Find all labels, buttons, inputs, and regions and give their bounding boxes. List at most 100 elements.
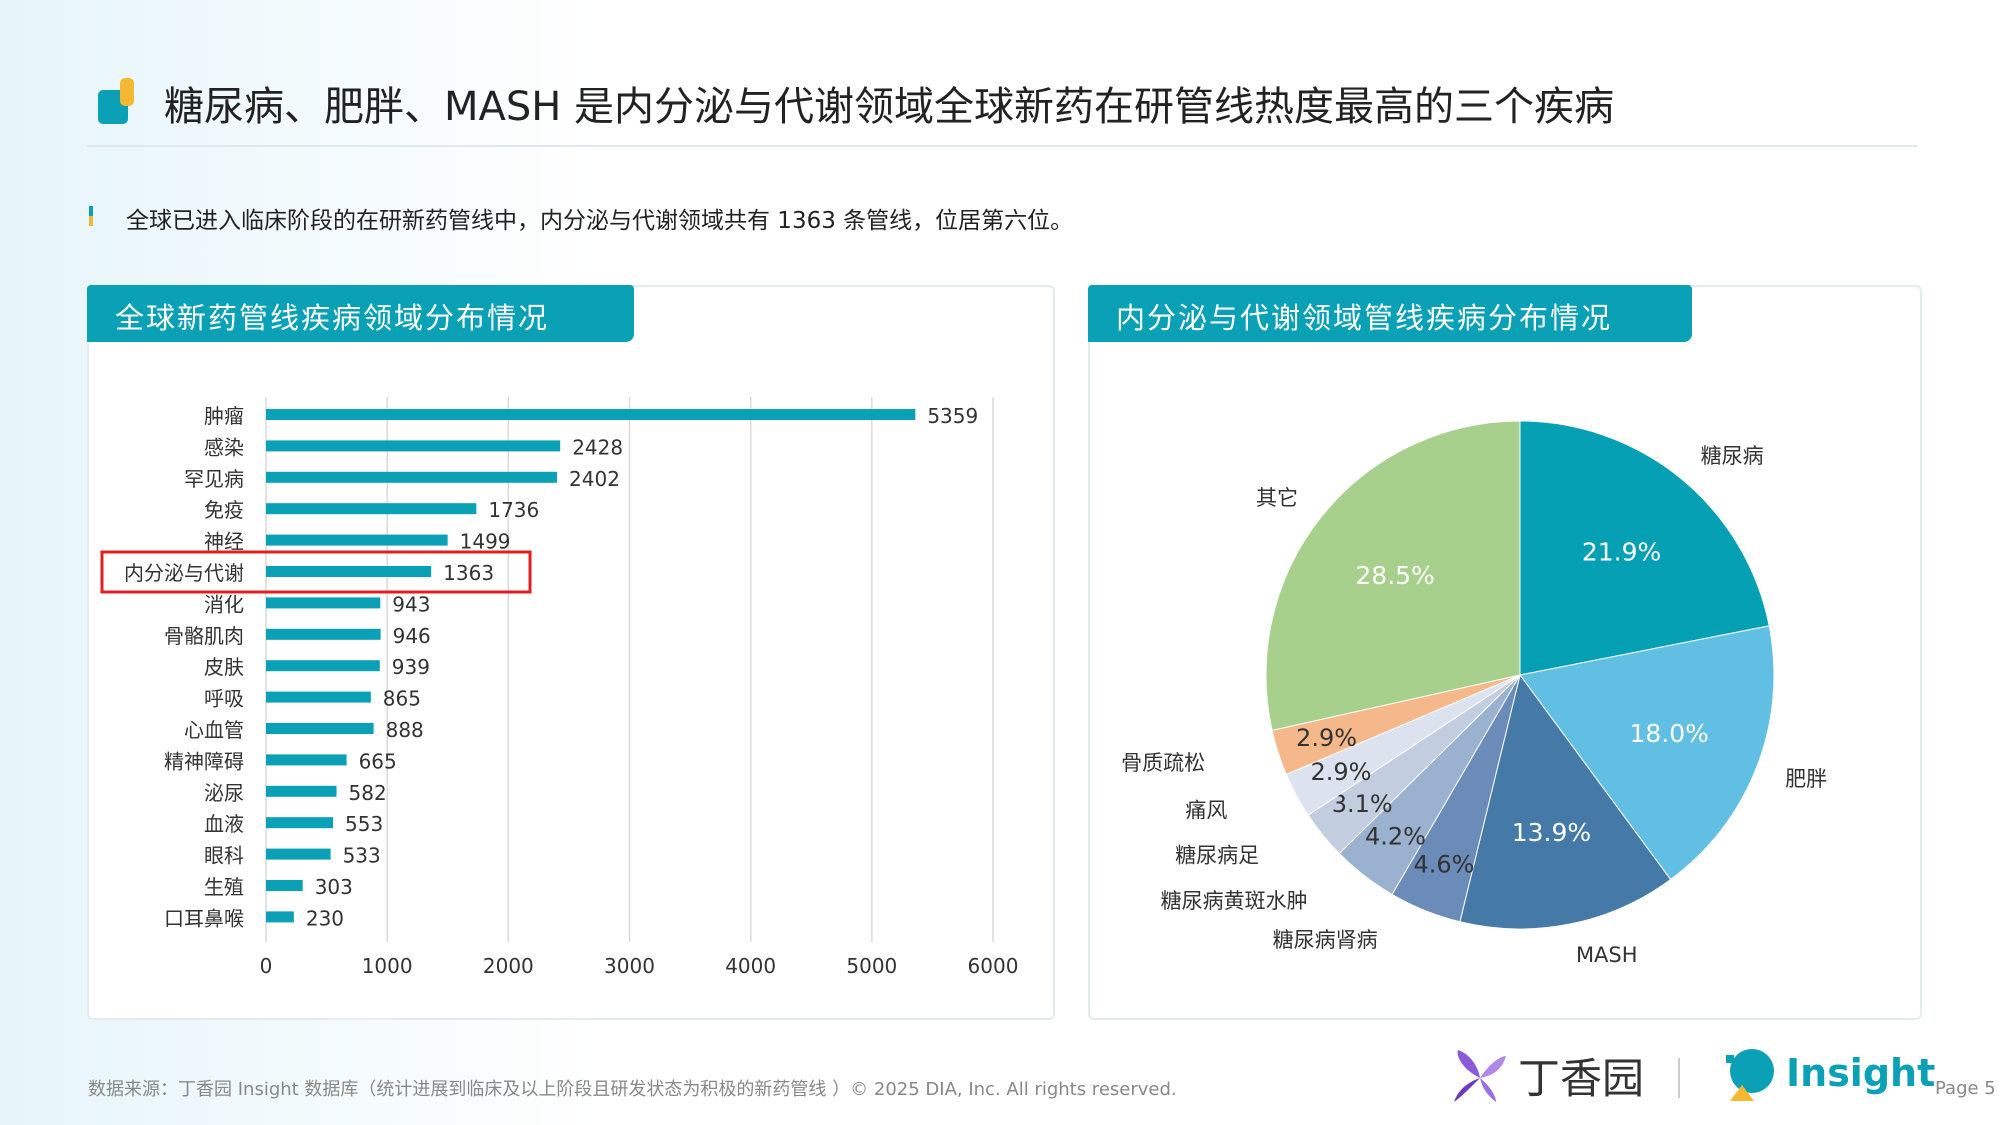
value-label: 582 bbox=[349, 781, 387, 805]
bar bbox=[266, 471, 558, 483]
slice-percent-label: 4.6% bbox=[1414, 850, 1475, 878]
x-tick-label: 5000 bbox=[846, 954, 897, 978]
x-tick-label: 6000 bbox=[968, 954, 1019, 978]
subtitle-marker bbox=[89, 206, 93, 226]
x-tick-label: 1000 bbox=[362, 954, 413, 978]
x-tick-label: 4000 bbox=[725, 954, 776, 978]
slice-name-label: 糖尿病 bbox=[1701, 444, 1764, 468]
lilac-flower-icon bbox=[1454, 1049, 1506, 1102]
bar bbox=[266, 848, 331, 860]
category-label: 免疫 bbox=[204, 498, 244, 522]
slice-name-label: 糖尿病足 bbox=[1175, 843, 1259, 867]
value-label: 2428 bbox=[572, 435, 623, 459]
value-label: 865 bbox=[383, 687, 421, 711]
category-label: 骨骼肌肉 bbox=[164, 624, 244, 648]
x-tick-label: 2000 bbox=[483, 954, 534, 978]
bar bbox=[266, 880, 303, 891]
value-label: 1499 bbox=[460, 530, 511, 554]
value-label: 533 bbox=[343, 844, 381, 868]
bar bbox=[266, 628, 381, 640]
slice-percent-label: 28.5% bbox=[1355, 561, 1434, 590]
source-note: 数据来源：丁香园 Insight 数据库（统计进展到临床及以上阶段且研发状态为积… bbox=[88, 1079, 1177, 1100]
brand2-text: Insight bbox=[1786, 1051, 1936, 1095]
value-label: 943 bbox=[392, 592, 430, 616]
value-label: 1736 bbox=[488, 498, 539, 522]
bar bbox=[266, 534, 448, 546]
title-logo-icon bbox=[98, 78, 134, 124]
value-label: 2402 bbox=[569, 467, 620, 491]
slice-name-label: 糖尿病黄斑水肿 bbox=[1161, 889, 1308, 913]
category-label: 肿瘤 bbox=[204, 404, 244, 428]
value-label: 888 bbox=[386, 718, 424, 742]
category-label: 内分泌与代谢 bbox=[124, 561, 244, 585]
category-label: 罕见病 bbox=[184, 467, 244, 491]
brand-separator bbox=[1678, 1058, 1680, 1098]
subtitle: 全球已进入临床阶段的在研新药管线中，内分泌与代谢领域共有 1363 条管线，位居… bbox=[126, 208, 1074, 234]
bar bbox=[266, 691, 371, 703]
page-title: 糖尿病、肥胖、MASH 是内分泌与代谢领域全球新药在研管线热度最高的三个疾病 bbox=[164, 84, 1615, 130]
category-label: 生殖 bbox=[204, 875, 244, 899]
slice-percent-label: 4.2% bbox=[1365, 823, 1426, 851]
value-label: 665 bbox=[359, 749, 397, 773]
x-tick-label: 3000 bbox=[604, 954, 655, 978]
bar bbox=[266, 597, 381, 609]
bar bbox=[266, 911, 294, 923]
slice-percent-label: 2.9% bbox=[1311, 758, 1372, 786]
bar-chart-panel: 全球新药管线疾病领域分布情况 0 1000 2000 3000 4000 5000 6000… bbox=[87, 285, 1055, 1020]
pie-slice bbox=[1519, 625, 1775, 881]
slice-name-label: MASH bbox=[1576, 943, 1638, 967]
pie-slice bbox=[1459, 673, 1672, 930]
slice-name-label: 痛风 bbox=[1185, 799, 1227, 823]
insight-logo-icon bbox=[1726, 1049, 1774, 1101]
slice-percent-label: 18.0% bbox=[1629, 719, 1708, 748]
bar bbox=[266, 566, 432, 577]
pie-slice bbox=[1265, 420, 1521, 732]
value-label: 553 bbox=[345, 812, 383, 836]
brand1-text: 丁香园 bbox=[1518, 1054, 1645, 1103]
bar-chart: 0 1000 2000 3000 4000 5000 6000 肿瘤 5359 感染 2428 罕见病… bbox=[100, 397, 1019, 978]
slice-percent-label: 13.9% bbox=[1512, 818, 1591, 847]
pie-slice bbox=[1519, 420, 1770, 676]
slice-name-label: 骨质疏松 bbox=[1121, 751, 1205, 775]
bar bbox=[266, 817, 334, 829]
value-label: 303 bbox=[315, 875, 353, 899]
category-label: 心血管 bbox=[184, 718, 244, 742]
category-label: 泌尿 bbox=[204, 781, 244, 805]
category-label: 血液 bbox=[204, 812, 244, 836]
value-label: 1363 bbox=[443, 561, 494, 585]
value-label: 946 bbox=[393, 624, 431, 648]
page-number: Page 5 bbox=[1935, 1078, 1996, 1099]
slice-name-label: 糖尿病肾病 bbox=[1273, 928, 1378, 952]
value-label: 939 bbox=[392, 655, 430, 679]
bar bbox=[266, 660, 380, 672]
category-label: 消化 bbox=[204, 592, 244, 616]
bar bbox=[266, 440, 561, 452]
x-tick-label: 0 bbox=[260, 954, 273, 978]
bar bbox=[266, 785, 337, 797]
category-label: 神经 bbox=[204, 530, 244, 554]
bar bbox=[266, 503, 477, 515]
bar bbox=[266, 723, 374, 734]
value-label: 5359 bbox=[927, 404, 978, 428]
highlight-box bbox=[100, 550, 532, 594]
pie-chart-panel: 内分泌与代谢领域管线疾病分布情况 21.9% 糖尿病 18.0% 肥胖 13.9% MAS… bbox=[1088, 285, 1922, 1020]
bar-chart-title: 全球新药管线疾病领域分布情况 bbox=[87, 285, 634, 342]
category-label: 眼科 bbox=[204, 844, 244, 868]
pie-chart: 21.9% 糖尿病 18.0% 肥胖 13.9% MASH 4.6% 糖尿病肾病 4.2% 糖尿病… bbox=[1121, 420, 1827, 967]
pie-chart-title: 内分泌与代谢领域管线疾病分布情况 bbox=[1088, 285, 1692, 342]
slice-percent-label: 2.9% bbox=[1296, 724, 1357, 752]
category-label: 感染 bbox=[204, 435, 244, 459]
insight-logo: Insight bbox=[1722, 1045, 1935, 1101]
category-label: 口耳鼻喉 bbox=[164, 906, 244, 930]
title-divider bbox=[87, 145, 1917, 147]
category-label: 呼吸 bbox=[204, 687, 244, 711]
slice-percent-label: 21.9% bbox=[1582, 537, 1661, 566]
slice-percent-label: 3.1% bbox=[1332, 790, 1393, 818]
dxy-logo: 丁香园 bbox=[1450, 1045, 1644, 1106]
category-label: 精神障碍 bbox=[164, 749, 244, 773]
bar bbox=[266, 409, 916, 420]
bar bbox=[266, 754, 347, 766]
category-label: 皮肤 bbox=[204, 655, 244, 679]
slice-name-label: 肥胖 bbox=[1785, 767, 1827, 791]
value-label: 230 bbox=[306, 906, 344, 930]
